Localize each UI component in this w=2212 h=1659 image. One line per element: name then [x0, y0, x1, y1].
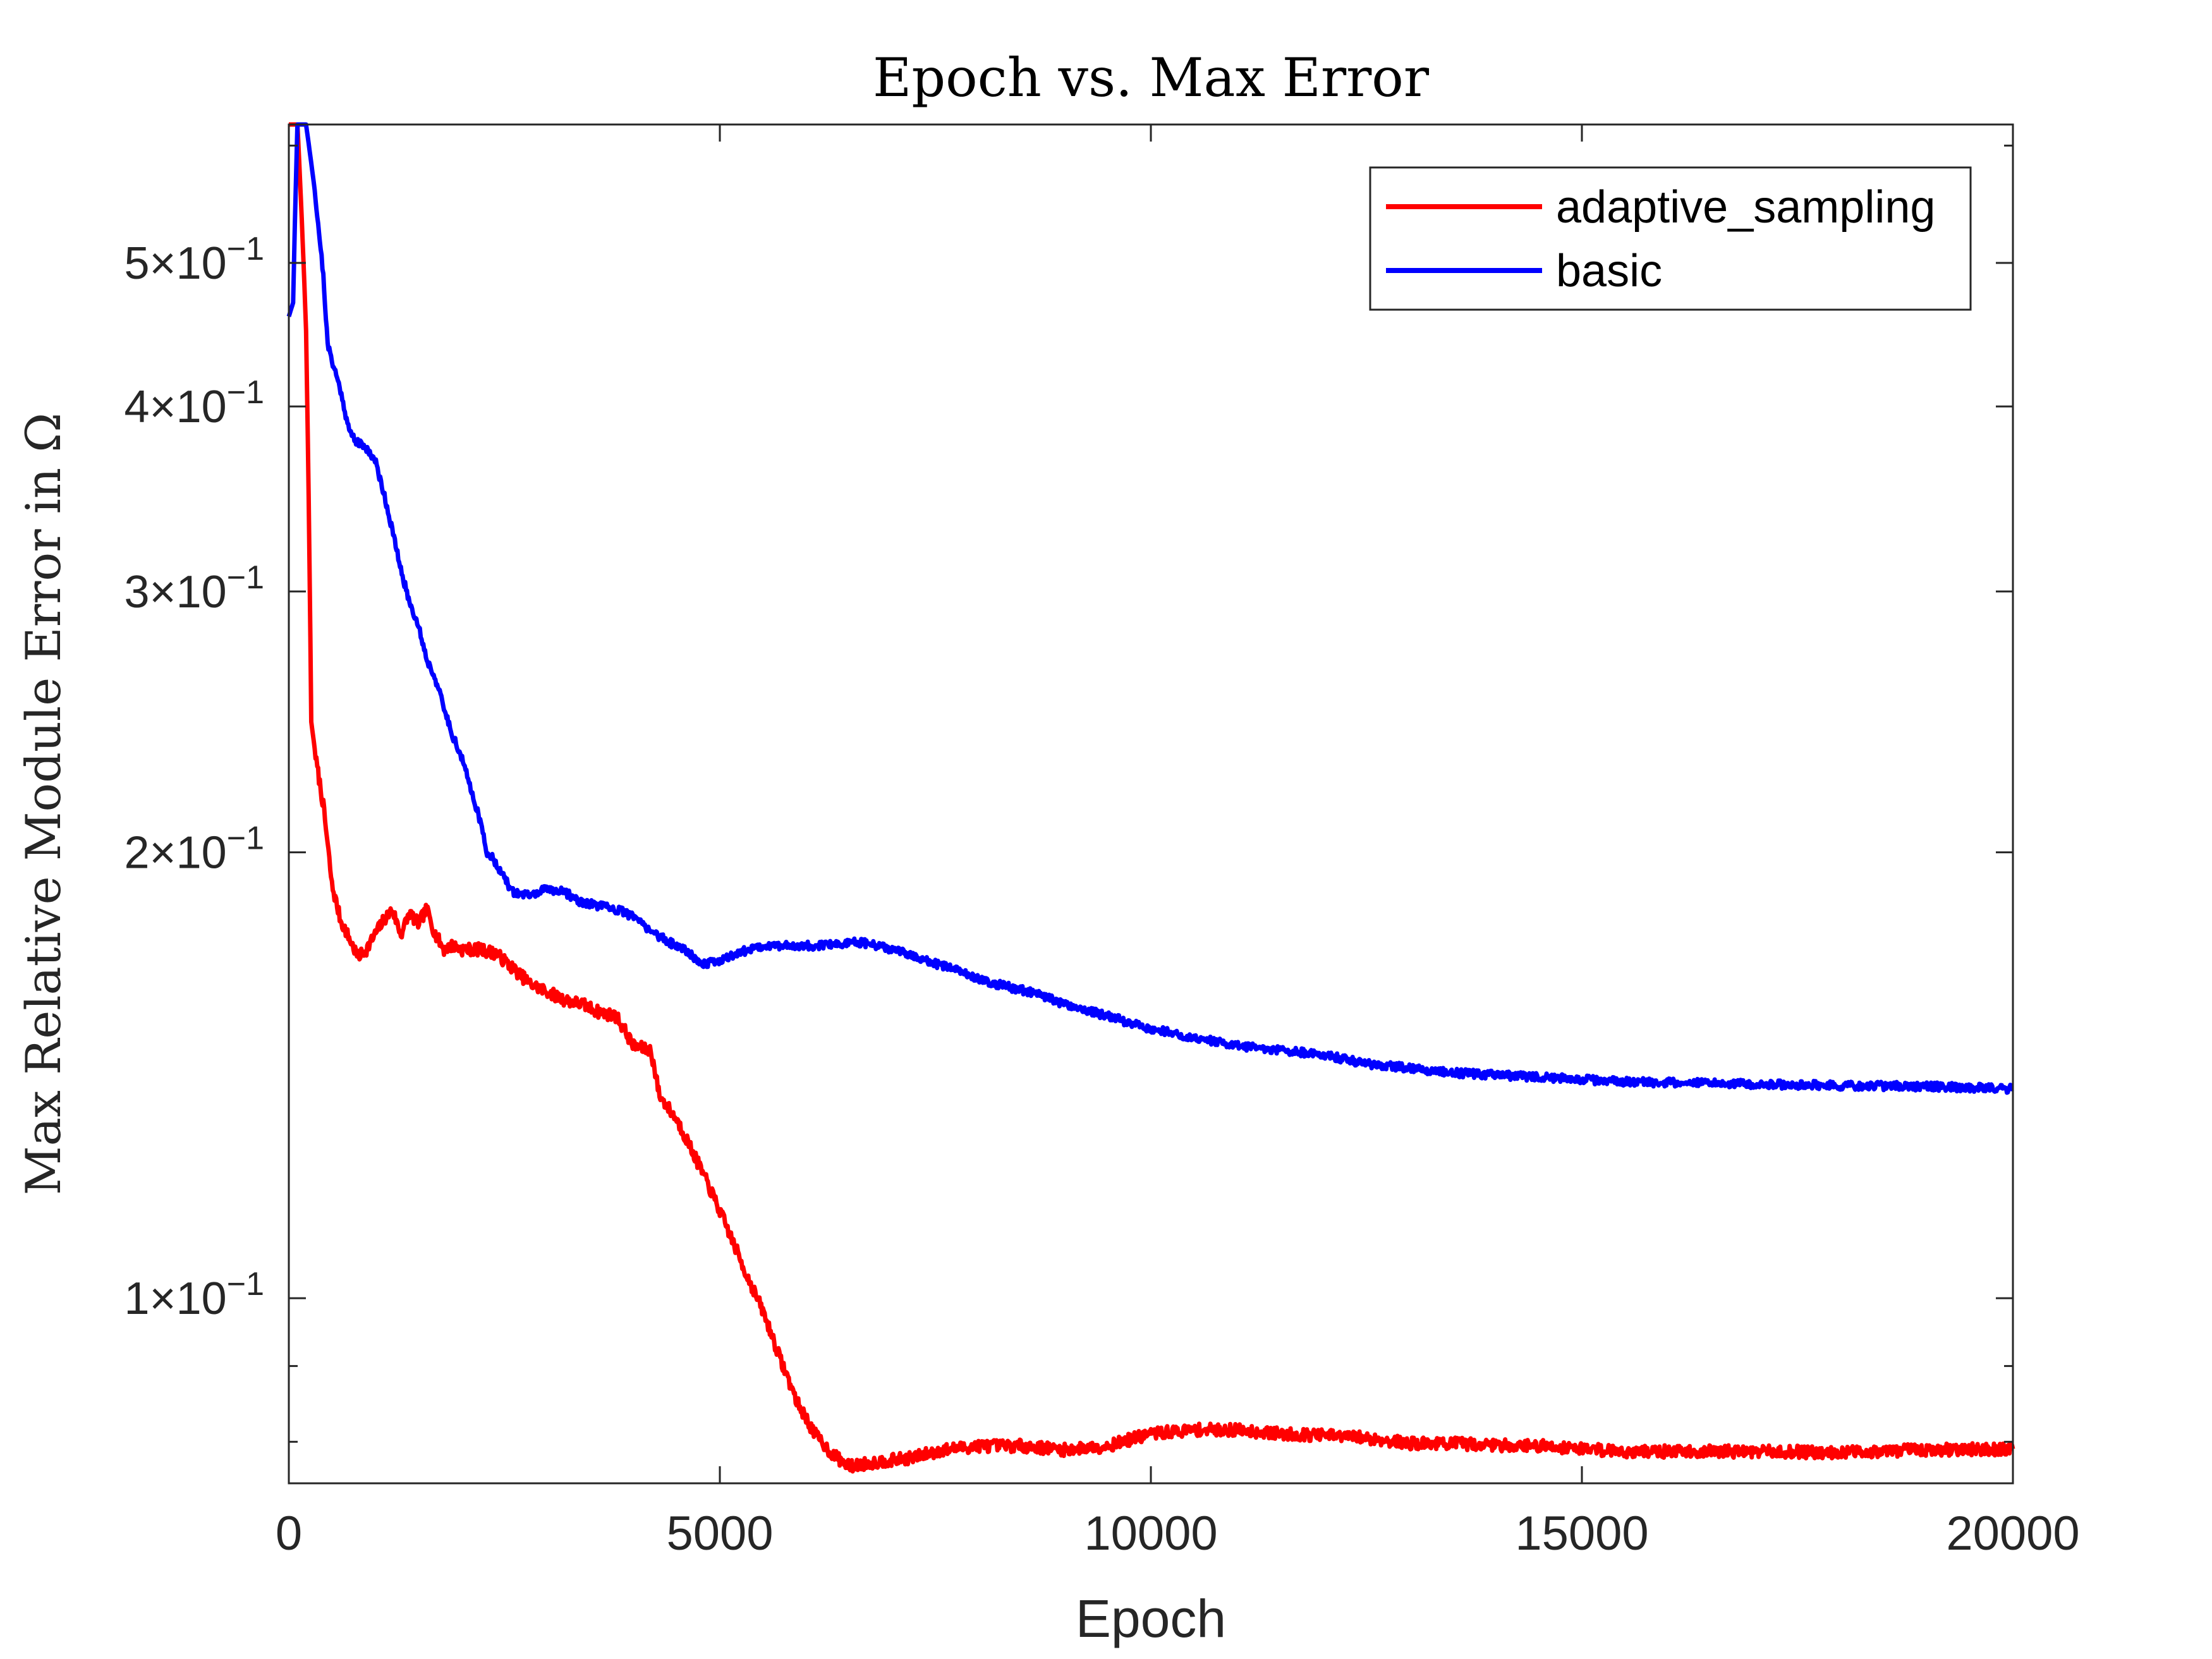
y-tick-label: 1×10−1 [125, 1266, 264, 1324]
x-tick-label: 10000 [1084, 1507, 1217, 1560]
x-tick-label: 20000 [1946, 1507, 2079, 1560]
y-tick-label: 3×10−1 [125, 559, 264, 617]
series-layer [286, 122, 2015, 1474]
x-tick-label: 5000 [666, 1507, 773, 1560]
x-axis-ticks: 0 5000 10000 15000 20000 [276, 125, 2080, 1560]
y-axis-label: Max Relative Module Error in Ω [15, 413, 71, 1195]
legend-label-basic: basic [1556, 246, 1662, 296]
y-tick-label: 5×10−1 [125, 231, 264, 289]
legend-label-adaptive-sampling: adaptive_sampling [1556, 182, 1935, 233]
x-axis-label: Epoch [1076, 1589, 1226, 1648]
legend-box [1369, 166, 1972, 311]
y-tick-label: 4×10−1 [125, 374, 264, 432]
x-tick-label: 15000 [1515, 1507, 1648, 1560]
series-line-basic [286, 122, 2015, 1095]
y-tick-label: 2×10−1 [125, 820, 264, 878]
series-line-adaptive-sampling [287, 122, 2015, 1474]
chart-title: Epoch vs. Max Error [873, 47, 1430, 109]
x-tick-label: 0 [276, 1507, 302, 1560]
legend: adaptive_sampling basic [1369, 166, 1972, 311]
y-axis-ticks: 1×10−1 2×10−1 3×10−1 4×10−1 5×10−1 [125, 144, 2013, 1443]
